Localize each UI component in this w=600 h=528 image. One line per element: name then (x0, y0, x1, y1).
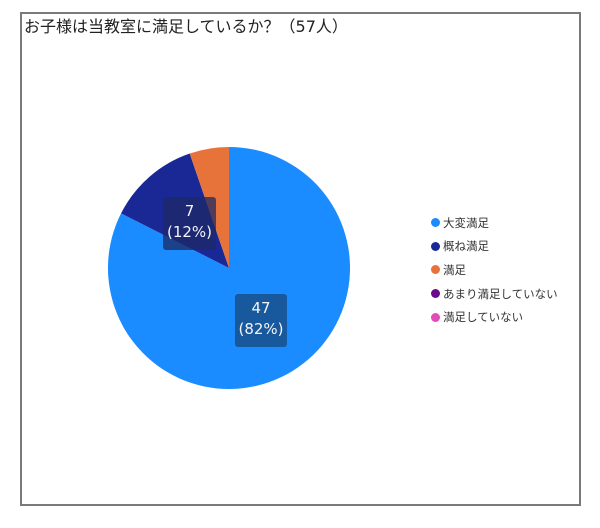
legend-dot-icon (431, 289, 440, 299)
legend-dot-icon (431, 265, 440, 275)
legend: 大変満足 概ね満足 満足 あまり満足していない 満足していない (431, 211, 558, 329)
legend-label: あまり満足していない (443, 286, 558, 301)
legend-label: 満足していない (443, 310, 524, 325)
data-label-value: 7 (184, 202, 195, 220)
data-label-percent: (12%) (166, 223, 213, 241)
data-label-value: 47 (251, 299, 271, 317)
chart-title: お子様は当教室に満足しているか？（57人） (24, 17, 348, 36)
legend-label: 概ね満足 (443, 239, 489, 254)
legend-item-very-satisfied[interactable]: 大変満足 (431, 211, 558, 235)
data-label-percent: (82%) (238, 320, 284, 338)
data-label-slice-1: 47 (82%) (235, 294, 287, 347)
data-label-slice-2: 7 (12%) (163, 197, 216, 250)
legend-item-satisfied[interactable]: 満足 (431, 258, 558, 282)
legend-dot-icon (431, 218, 440, 228)
legend-item-not-satisfied[interactable]: 満足していない (431, 305, 558, 329)
legend-dot-icon (431, 241, 440, 251)
legend-label: 大変満足 (443, 215, 489, 230)
legend-dot-icon (431, 312, 440, 322)
legend-label: 満足 (443, 262, 466, 277)
legend-item-not-very-satisfied[interactable]: あまり満足していない (431, 282, 558, 306)
legend-item-mostly-satisfied[interactable]: 概ね満足 (431, 235, 558, 259)
